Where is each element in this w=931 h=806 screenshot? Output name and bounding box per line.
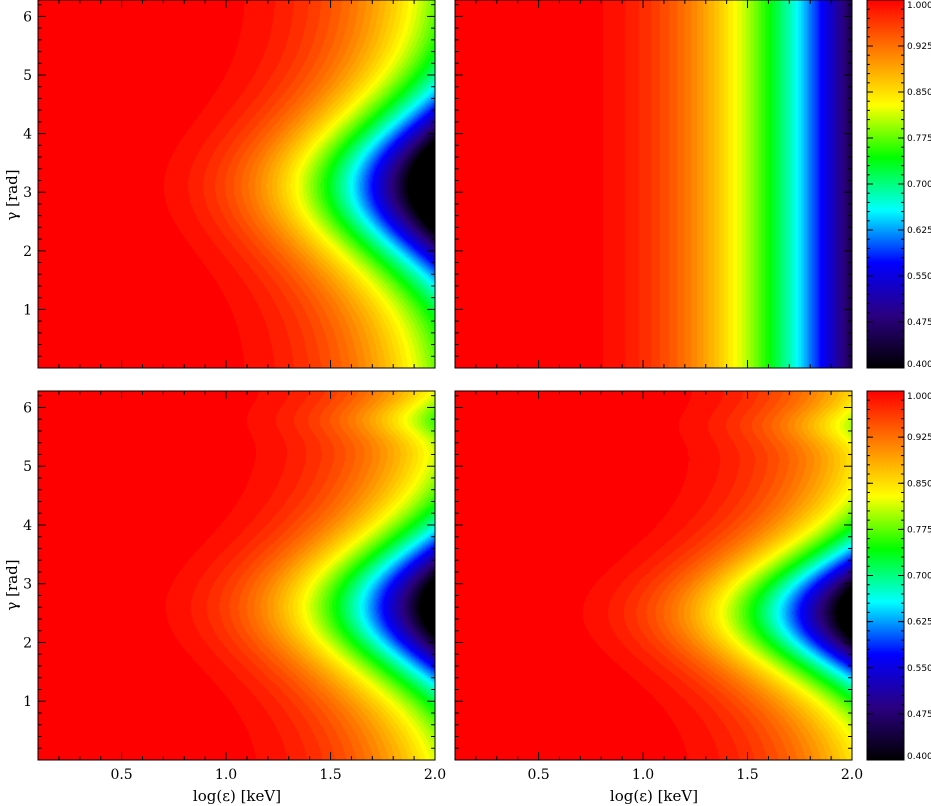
y-tick-label: 4 [23,127,32,143]
y-tick-label: 1 [23,694,32,710]
ticks-top-left: 1 2 3 4 5 6 [23,0,436,368]
y-tick-label: 6 [23,9,32,25]
colorbar-tick-label: 0.625 [907,618,931,628]
y-tick-label: 5 [23,68,32,84]
x-tick-label: 1.0 [632,767,654,783]
colorbar-gradient [866,390,905,761]
y-tick-label: 3 [23,577,32,593]
colorbar-gradient [866,0,905,369]
colorbar-tick-label: 0.850 [907,88,931,98]
colorbar-tick-label: 0.625 [907,226,931,236]
x-tick-label: 2.0 [841,767,863,783]
ticks-top-right [454,0,853,368]
plot-frame [454,0,853,369]
colorbar-tick-label: 1.000 [907,392,931,402]
panel-bottom-left: 1 2 3 4 5 6 0.5 1.0 1.5 2.0 γ [rad] log(ε) [keV] [3,390,446,805]
y-tick-label: 3 [23,185,32,201]
panel-top-right [454,0,853,369]
colorbar-tick-label: 1.000 [907,1,931,11]
plot-frame [37,390,436,761]
heatmap-top-right [455,0,852,368]
colorbar-tick-label: 0.400 [907,360,931,370]
y-tick-label: 6 [23,400,32,416]
heatmap-top-left [38,0,435,368]
heatmap-bottom-right [455,391,852,760]
y-tick-label: 2 [23,244,32,260]
x-tick-label: 1.5 [736,767,758,783]
colorbar-tick-label: 0.400 [907,752,931,762]
ticks-bottom-left: 1 2 3 4 5 6 0.5 1.0 1.5 2.0 [23,391,446,783]
colorbar-tick-label: 0.925 [907,42,931,52]
x-tick-label: 1.0 [215,767,237,783]
colorbar-top: 1.000 0.925 0.850 0.775 0.700 0.625 0.550 0.475… [866,0,931,370]
colorbar-tick-label: 0.925 [907,433,931,443]
xlabel-bottom-right: log(ε) [keV] [610,787,698,805]
colorbar-tick-label: 0.550 [907,664,931,674]
x-tick-label: 2.0 [424,767,446,783]
colorbar-tick-label: 0.475 [907,318,931,328]
heatmap-bottom-left [38,391,435,760]
colorbar-ticks-bottom: 1.000 0.925 0.850 0.775 0.700 0.625 0.550 0.475… [867,390,931,762]
x-tick-label: 1.5 [319,767,341,783]
y-tick-label: 1 [23,302,32,318]
panel-bottom-right: 0.5 1.0 1.5 2.0 log(ε) [keV] [454,390,863,805]
x-tick-label: 0.5 [110,767,132,783]
plot-frame [37,0,436,369]
colorbar-tick-label: 0.775 [907,134,931,144]
colorbar-tick-label: 0.700 [907,572,931,582]
xlabel-bottom-left: log(ε) [keV] [193,787,281,805]
colorbar-tick-label: 0.775 [907,525,931,535]
colorbar-tick-label: 0.475 [907,710,931,720]
colorbar-tick-label: 0.550 [907,272,931,282]
ylabel-top-left: γ [rad] [3,169,21,220]
colorbar-tick-label: 0.700 [907,180,931,190]
ylabel-bottom-left: γ [rad] [3,559,21,610]
y-tick-label: 2 [23,635,32,651]
y-tick-label: 4 [23,518,32,534]
x-tick-label: 0.5 [527,767,549,783]
colorbar-ticks-top: 1.000 0.925 0.850 0.775 0.700 0.625 0.550 0.475… [867,0,931,370]
plot-frame [454,390,853,761]
panel-top-left: 1 2 3 4 5 6 γ [rad] [3,0,436,369]
y-tick-label: 5 [23,459,32,475]
colorbar-bottom: 1.000 0.925 0.850 0.775 0.700 0.625 0.550 0.475… [866,390,931,762]
colorbar-tick-label: 0.850 [907,479,931,489]
ticks-bottom-right: 0.5 1.0 1.5 2.0 [454,391,863,783]
